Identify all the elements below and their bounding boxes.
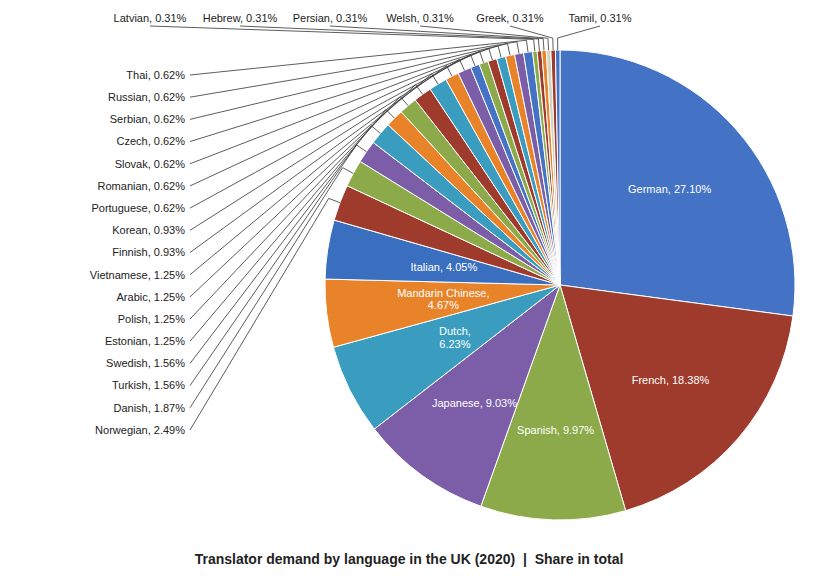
data-label: Mandarin Chinese,4.67% [397,287,489,312]
data-label-line: Dutch, [439,325,471,337]
slices [325,50,795,520]
data-label: Tamil, 0.31% [569,12,632,24]
leader-line [190,42,519,97]
data-label: Korean, 0.93% [112,224,185,236]
data-label: French, 18.38% [632,374,710,386]
data-label: Portuguese, 0.62% [91,202,185,214]
data-label: Estonian, 1.25% [105,335,185,347]
leader-line [190,66,452,253]
leader-line [190,126,380,364]
leader-line [190,85,423,297]
data-label: Welsh, 0.31% [386,12,454,24]
data-label: Romanian, 0.62% [98,180,186,192]
leader-line [190,55,475,208]
chart-svg: German, 27.10% French, 18.38% Spanish, 9.9… [0,0,818,578]
leader-line [420,26,549,50]
data-labels: German, 27.10% French, 18.38% Spanish, 9.9… [90,12,712,436]
leader-line [190,74,438,275]
data-label: Polish, 1.25% [118,313,185,325]
leader-line [190,168,353,408]
data-label: Vietnamese, 1.25% [90,269,185,281]
data-label: Hebrew, 0.31% [203,12,278,24]
data-label: Swedish, 1.56% [106,357,185,369]
leader-line [190,44,510,120]
leader-line [190,110,394,342]
slices-clip [325,50,795,520]
data-label: German, 27.10% [628,183,711,195]
data-label: Japanese, 9.03% [432,397,517,409]
data-label: Turkish, 1.56% [112,379,185,391]
data-label: Dutch,6.23% [439,325,471,350]
data-label: Persian, 0.31% [293,12,368,24]
data-label: Italian, 4.05% [411,261,478,273]
leader-line [150,26,535,51]
leader-line [510,26,553,50]
data-label: Norwegian, 2.49% [95,424,185,436]
data-label-line: Japanese, 9.03% [432,397,517,409]
leader-line [190,97,408,320]
leader-line [190,145,366,386]
pie-slice [555,50,560,285]
leader-line [330,26,544,51]
data-label: Finnish, 0.93% [112,246,185,258]
data-label-line: Mandarin Chinese, [397,287,489,299]
data-label-line: 6.23% [439,338,470,350]
data-label: Czech, 0.62% [117,135,186,147]
leader-line [190,59,464,230]
data-label-line: German, 27.10% [628,183,711,195]
data-label: Slovak, 0.62% [115,158,186,170]
data-label: Thai, 0.62% [126,69,185,81]
leader-lines [150,26,600,430]
data-label: Greek, 0.31% [476,12,543,24]
leader-line [190,198,340,430]
leader-line [190,40,528,75]
chart-container: German, 27.10% French, 18.38% Spanish, 9.9… [0,0,818,578]
leader-line [558,26,600,50]
data-label: Latvian, 0.31% [114,12,187,24]
pie-slice [560,50,795,316]
chart-title: Translator demand by language in the UK … [195,551,624,567]
data-label-line: Spanish, 9.97% [517,424,594,436]
data-label: Danish, 1.87% [113,402,185,414]
data-label: Spanish, 9.97% [517,424,594,436]
pie-slice [542,50,560,285]
data-label-line: French, 18.38% [632,374,710,386]
data-label: Serbian, 0.62% [110,113,185,125]
data-label: Arabic, 1.25% [117,291,186,303]
pie-slice [551,50,560,285]
data-label-line: Italian, 4.05% [411,261,478,273]
data-label-line: 4.67% [428,299,459,311]
pie-slice [546,50,560,285]
data-label: Russian, 0.62% [108,91,185,103]
pie-slice [537,51,560,285]
leader-line [190,46,501,142]
